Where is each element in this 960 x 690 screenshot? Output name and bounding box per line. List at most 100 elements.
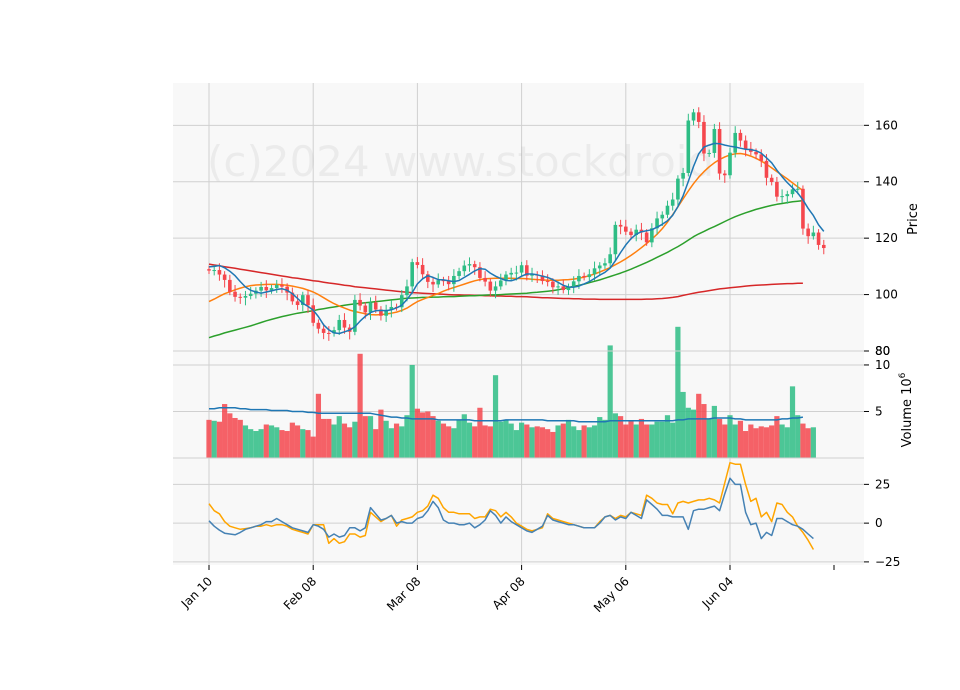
volume-bar (534, 426, 540, 458)
volume-bar (414, 408, 420, 458)
candle-body (530, 274, 534, 276)
candle-body (327, 332, 331, 334)
candle-body (811, 232, 816, 237)
volume-bar (701, 404, 707, 458)
volume-bar (638, 418, 645, 458)
volume-bar (315, 393, 322, 458)
volume-bar (560, 423, 566, 458)
candle-body (493, 286, 498, 291)
volume-bar (409, 364, 415, 458)
volume-bar (367, 416, 374, 458)
candle-body (608, 254, 612, 264)
candle-body (722, 173, 727, 176)
candle-body (759, 154, 764, 161)
candle-body (410, 262, 414, 287)
candle-body (233, 291, 237, 297)
y-tick-label: 5 (875, 404, 883, 418)
volume-bar (670, 422, 676, 458)
volume-bar (774, 416, 780, 458)
volume-bar (628, 420, 634, 458)
volume-bar (492, 375, 499, 458)
volume-bar (696, 393, 702, 458)
y-tick-label: 140 (875, 175, 898, 189)
candle-body (405, 286, 409, 296)
candle-body (821, 244, 826, 249)
volume-bar (690, 409, 697, 458)
volume-bar (758, 426, 764, 458)
candle-body (769, 177, 774, 183)
volume-bar (258, 429, 264, 458)
candle-body (577, 275, 581, 282)
volume-bar (810, 427, 816, 458)
candle-body (686, 120, 691, 173)
volume-bar (586, 427, 592, 458)
volume-bar (769, 425, 775, 458)
oscillator-fast-line (208, 477, 814, 540)
volume-bar (732, 424, 738, 458)
volume-bar (519, 422, 525, 458)
candle-body (764, 160, 769, 178)
volume-bar (279, 430, 285, 458)
candle-body (629, 231, 633, 236)
volume-bar (378, 409, 384, 458)
candle-body (217, 270, 222, 275)
volume-bar (748, 424, 754, 458)
y-tick-label: −25 (875, 555, 900, 569)
volume-bar (373, 429, 379, 458)
candle-body (248, 293, 253, 296)
candle-body (707, 152, 711, 154)
volume-bar (508, 423, 514, 458)
candle-body (504, 274, 508, 281)
candle-body (525, 265, 529, 276)
x-tick-label: Feb 08 (281, 574, 319, 612)
x-tick-label: Apr 08 (490, 574, 528, 612)
volume-bar (727, 415, 733, 458)
candle-body (207, 269, 211, 271)
x-tick-label: Mar 08 (384, 574, 423, 613)
x-tick-label: Jun 04 (699, 574, 736, 611)
candle-body (228, 279, 232, 292)
volume-bar (706, 418, 712, 458)
volume-bar (607, 345, 613, 458)
candle-body (592, 268, 597, 275)
volume-bar (644, 424, 650, 458)
volume-bar (305, 430, 311, 458)
volume-bar (326, 418, 332, 458)
candle-body (446, 281, 451, 285)
candle-body (702, 121, 706, 154)
candle-body (545, 281, 550, 283)
candle-body (358, 299, 362, 306)
candle-body (269, 288, 274, 291)
y-tick-label: 25 (875, 477, 890, 491)
volume-bar (498, 421, 504, 458)
candle-body (660, 214, 665, 219)
volume-bar (763, 427, 770, 458)
candle-body (311, 305, 315, 323)
volume-bar (435, 420, 441, 458)
ma-longest-line (208, 263, 803, 301)
candle-body (754, 151, 758, 155)
volume-bar (789, 386, 796, 458)
candle-body (384, 309, 388, 316)
candle-body (472, 264, 477, 268)
candle-body (691, 112, 696, 121)
volume-bar (357, 353, 363, 458)
candle-body (613, 224, 618, 255)
volume-bar (597, 417, 603, 458)
volume-bar (237, 419, 243, 458)
volume-bar (784, 427, 790, 458)
volume-bar (425, 411, 431, 458)
candle-body (478, 267, 482, 278)
volume-bar (253, 431, 259, 458)
candle-body (780, 196, 784, 198)
candle-body (212, 270, 217, 272)
volume-ma-line (209, 407, 804, 423)
candle-body (582, 275, 586, 278)
candle-body (655, 218, 659, 229)
volume-bar (341, 423, 348, 458)
candle-body (785, 194, 790, 197)
volume-bar (513, 430, 519, 458)
volume-bar (482, 425, 488, 458)
volume-bar (352, 421, 358, 458)
